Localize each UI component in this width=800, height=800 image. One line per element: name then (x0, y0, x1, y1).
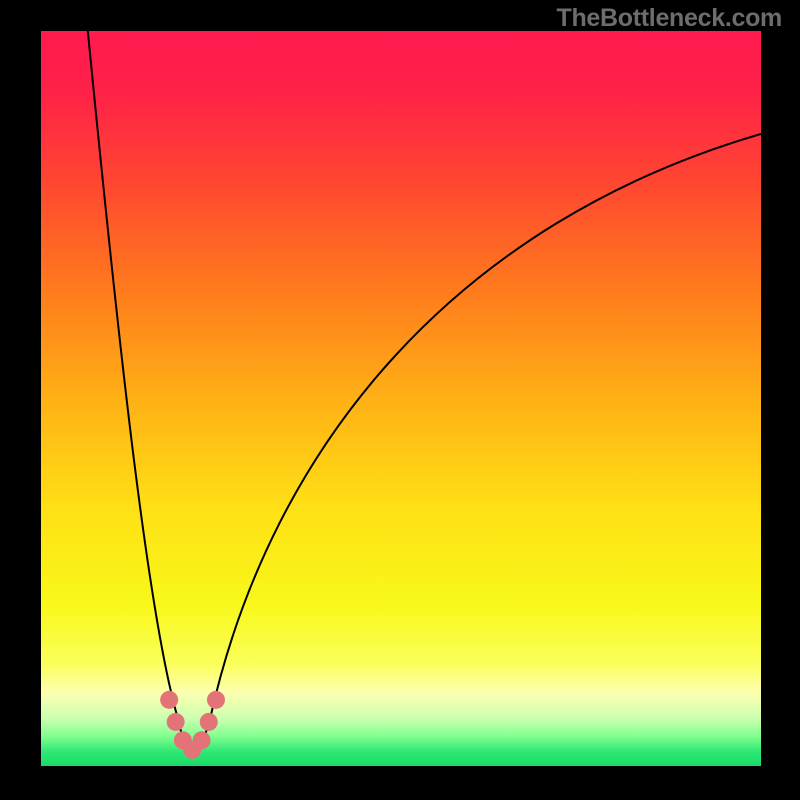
valley-marker (160, 691, 178, 709)
valley-marker (193, 731, 211, 749)
valley-marker (167, 713, 185, 731)
gradient-background (41, 31, 761, 766)
chart-frame: TheBottleneck.com (0, 0, 800, 800)
valley-marker (200, 713, 218, 731)
bottleneck-curve-plot (41, 31, 761, 766)
valley-marker (207, 691, 225, 709)
watermark-text: TheBottleneck.com (556, 4, 782, 33)
